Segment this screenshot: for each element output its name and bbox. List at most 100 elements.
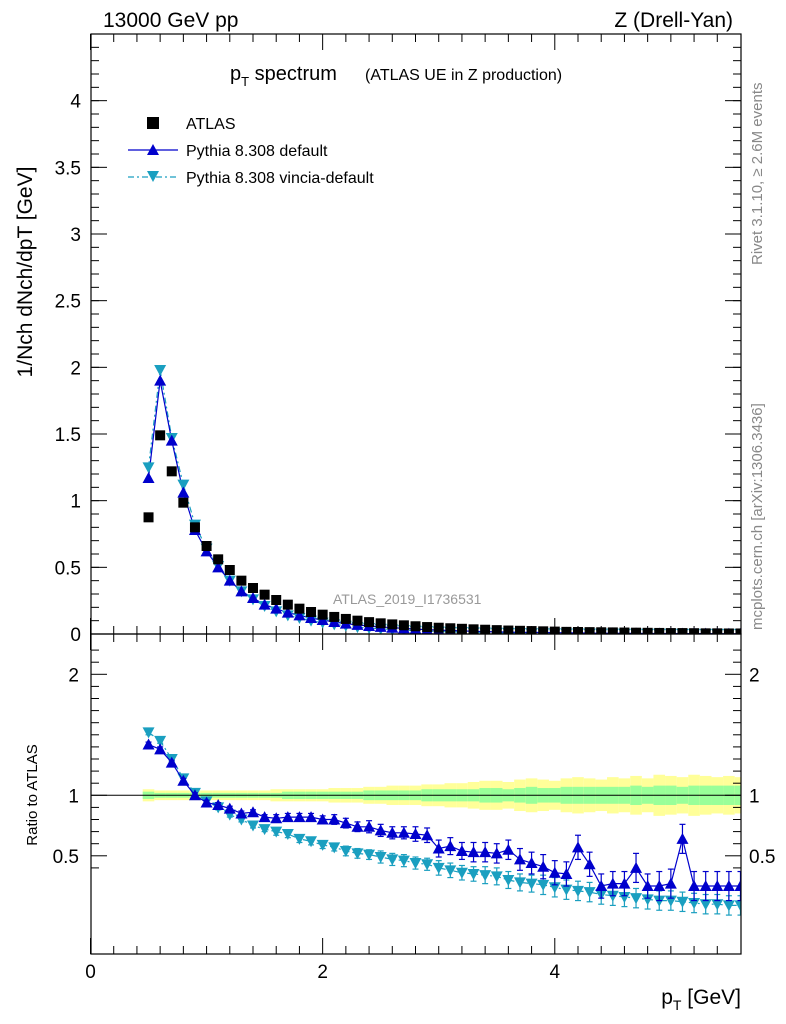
- title-sub: T: [241, 74, 249, 89]
- vincia-ratio-point: [711, 899, 724, 911]
- main-ytick-label: 4: [70, 92, 81, 113]
- vincia-ratio-point: [444, 865, 457, 877]
- default-ratio-point: [711, 880, 724, 892]
- atlas-point: [700, 628, 711, 634]
- atlas-point: [224, 565, 235, 575]
- default-point: [165, 434, 178, 446]
- default-point: [270, 602, 283, 614]
- default-ratio-point: [537, 860, 550, 872]
- default-ratio-point: [165, 756, 178, 768]
- vincia-ratio-point: [560, 884, 573, 896]
- atlas-point: [549, 626, 560, 634]
- rivet-label: Rivet 3.1.10, ≥ 2.6M events: [749, 83, 766, 266]
- ratio-xtick-label: 2: [317, 962, 328, 983]
- default-ratio-point: [595, 880, 608, 892]
- atlas-point: [248, 583, 258, 593]
- ratio-ytick-label-right: 0.5: [749, 847, 775, 868]
- default-ratio-point: [502, 843, 515, 855]
- atlas-point: [654, 627, 665, 634]
- main-ytick-label: 2: [70, 358, 81, 379]
- atlas-point: [596, 627, 607, 634]
- legend-marker-vincia: [147, 171, 159, 182]
- vincia-ratio-point: [479, 870, 492, 882]
- default-ratio-point: [734, 880, 741, 892]
- vincia-ratio-point: [305, 836, 318, 848]
- default-point: [305, 612, 318, 623]
- default-ratio-point: [664, 877, 677, 889]
- default-ratio-point: [560, 867, 573, 879]
- vincia-ratio-point: [455, 867, 468, 879]
- default-point: [235, 585, 248, 597]
- vincia-ratio-point: [328, 842, 341, 854]
- ratio-ytick-label-right: 1: [749, 786, 760, 807]
- default-point: [258, 598, 271, 610]
- default-ratio-point: [270, 812, 283, 824]
- default-ratio-point: [281, 811, 294, 823]
- header-left: 13000 GeV pp: [103, 9, 238, 32]
- default-ratio-point: [688, 880, 701, 892]
- vincia-ratio-point: [537, 879, 550, 891]
- vincia-ratio-point: [247, 820, 259, 832]
- default-point: [154, 374, 167, 386]
- xlabel-rest: [GeV]: [681, 986, 741, 1009]
- default-ratio-point: [455, 844, 468, 856]
- vincia-ratio-point: [572, 885, 584, 897]
- vincia-ratio-point: [583, 887, 596, 899]
- default-ratio-point: [525, 857, 538, 869]
- ratio-frame: [90, 633, 742, 955]
- legend: ATLAS Pythia 8.308 default Pythia 8.308 …: [128, 116, 374, 187]
- xlabel-p: p: [661, 986, 673, 1009]
- atlas-point: [282, 599, 293, 610]
- atlas-point: [433, 622, 444, 633]
- vincia-ratio-point: [513, 877, 526, 889]
- atlas-point: [456, 623, 467, 634]
- vincia-ratio-point: [421, 859, 434, 871]
- vincia-ratio-point: [270, 826, 283, 838]
- atlas-point: [538, 626, 549, 634]
- default-ratio-point: [397, 826, 410, 838]
- default-ratio-point: [606, 877, 619, 889]
- atlas-point: [364, 617, 375, 628]
- atlas-point: [143, 512, 154, 523]
- atlas-point: [642, 627, 653, 634]
- atlas-point: [607, 627, 618, 634]
- legend-marker-atlas: [147, 117, 159, 129]
- default-ratio-point: [247, 806, 259, 818]
- vincia-ratio-line: [148, 731, 741, 907]
- ratio-ytick-label-right: 2: [749, 665, 760, 686]
- atlas-point: [631, 627, 642, 634]
- default-ratio-point: [630, 861, 643, 873]
- default-ratio-point: [374, 824, 387, 836]
- legend-label-atlas: ATLAS: [186, 116, 236, 133]
- atlas-point: [189, 522, 200, 533]
- default-ratio-point: [212, 798, 225, 810]
- atlas-point: [178, 497, 189, 508]
- default-ratio-point: [641, 880, 654, 892]
- default-ratio-point: [386, 826, 399, 838]
- atlas-point: [526, 626, 537, 634]
- vincia-ratio-point: [339, 845, 352, 857]
- ratio-xtick-label: 4: [549, 962, 560, 983]
- atlas-point: [294, 603, 305, 614]
- header-right: Z (Drell-Yan): [614, 9, 733, 32]
- default-point: [293, 609, 306, 621]
- ratio-panel: 0.5 1 2 0.5 1 2 0 2 4 Ratio to ATLAS pT [GeV]: [24, 633, 775, 1013]
- atlas-point: [491, 625, 502, 634]
- default-ratio-point: [618, 877, 631, 889]
- ratio-ylabel: Ratio to ATLAS: [24, 744, 41, 845]
- vincia-point: [142, 462, 155, 474]
- atlas-point: [213, 554, 224, 565]
- legend-label-vincia: Pythia 8.308 vincia-default: [186, 170, 374, 187]
- atlas-point: [352, 615, 363, 626]
- vincia-ratio-point: [490, 871, 503, 883]
- default-point: [177, 486, 190, 498]
- atlas-point: [677, 628, 688, 634]
- default-ratio-point: [653, 880, 666, 892]
- atlas-point: [398, 620, 409, 631]
- default-ratio-point: [154, 743, 167, 755]
- vincia-point: [154, 365, 167, 376]
- atlas-point: [387, 619, 398, 630]
- default-ratio-point: [188, 789, 201, 801]
- main-ytick-label: 3: [70, 225, 81, 246]
